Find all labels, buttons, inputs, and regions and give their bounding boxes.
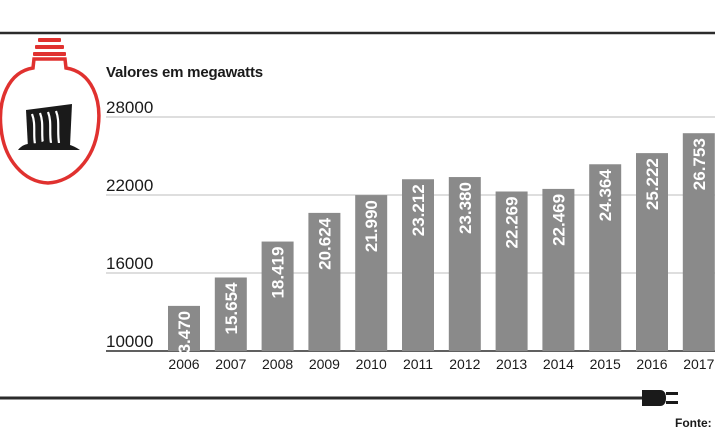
chart-subtitle: Valores em megawatts bbox=[106, 64, 263, 81]
bar bbox=[448, 177, 481, 351]
bar bbox=[495, 191, 528, 351]
lightbulb-icon bbox=[0, 38, 101, 185]
bar bbox=[589, 164, 622, 351]
bar bbox=[168, 305, 200, 351]
y-axis-ticks: 10000 16000 22000 28000 bbox=[106, 98, 153, 351]
bars: 13.470 15.654 18.419 20.624 21.990 23.212 23.3… bbox=[168, 133, 715, 363]
bar-value-label: 24.364 bbox=[596, 169, 615, 222]
x-tick-label: 2017 bbox=[683, 356, 714, 372]
y-tick-label: 28000 bbox=[106, 98, 153, 117]
x-tick-label: 2006 bbox=[168, 356, 199, 372]
x-tick-label: 2009 bbox=[309, 356, 340, 372]
bar bbox=[355, 195, 388, 351]
bar-value-label: 21.990 bbox=[362, 200, 381, 252]
x-tick-label: 2012 bbox=[449, 356, 480, 372]
x-tick-label: 2015 bbox=[590, 356, 621, 372]
bar-value-label: 23.212 bbox=[409, 184, 428, 236]
x-tick-label: 2013 bbox=[496, 356, 527, 372]
bar-value-label: 25.222 bbox=[643, 158, 662, 210]
bar bbox=[542, 188, 575, 351]
bar-value-label: 15.654 bbox=[222, 282, 241, 335]
bar bbox=[636, 153, 668, 351]
source-label: Fonte: bbox=[675, 416, 712, 430]
y-tick-label: 22000 bbox=[106, 176, 153, 195]
bar bbox=[402, 179, 434, 351]
bar-value-label: 22.269 bbox=[503, 197, 522, 249]
x-axis-ticks: 2006 2007 2008 2009 2010 2011 2012 2013 2014 2015… bbox=[168, 356, 714, 372]
bar-value-label: 22.469 bbox=[549, 194, 568, 246]
x-tick-label: 2016 bbox=[636, 356, 667, 372]
hydro-dam-icon bbox=[18, 104, 80, 150]
x-tick-label: 2010 bbox=[356, 356, 387, 372]
bar-value-label: 23.380 bbox=[456, 182, 475, 234]
bar bbox=[308, 212, 341, 351]
bar bbox=[261, 241, 294, 351]
power-plug-icon bbox=[630, 390, 678, 406]
bar-value-label: 26.753 bbox=[690, 138, 709, 190]
x-tick-label: 2011 bbox=[403, 356, 433, 372]
x-tick-label: 2008 bbox=[262, 356, 293, 372]
x-tick-label: 2007 bbox=[215, 356, 246, 372]
y-tick-label: 16000 bbox=[106, 254, 153, 273]
bar-value-label: 20.624 bbox=[315, 217, 334, 270]
bar-value-label: 13.470 bbox=[175, 311, 194, 363]
bar bbox=[682, 133, 715, 351]
bar-value-label: 18.419 bbox=[269, 247, 288, 299]
bar bbox=[214, 277, 247, 351]
y-tick-label: 10000 bbox=[106, 332, 153, 351]
x-tick-label: 2014 bbox=[543, 356, 574, 372]
